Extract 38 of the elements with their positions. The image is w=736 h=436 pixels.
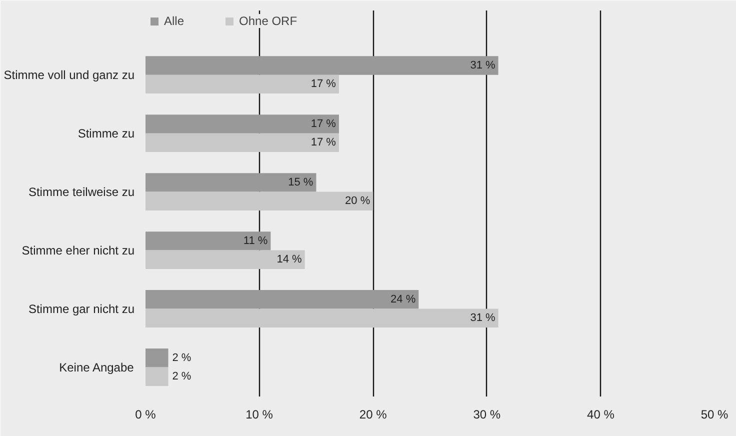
data-label: 31 % xyxy=(470,59,496,72)
bar xyxy=(146,308,498,328)
legend-label: Ohne ORF xyxy=(239,14,298,28)
bar xyxy=(146,290,419,309)
y-tick-label: Keine Angabe xyxy=(59,360,134,374)
data-label: 17 % xyxy=(310,118,336,130)
y-tick-label: Stimme zu xyxy=(78,126,135,140)
y-tick-label: Stimme gar nicht zu xyxy=(28,302,135,316)
y-tick-label: Stimme eher nicht zu xyxy=(22,243,135,258)
x-tick-label: 40 % xyxy=(587,408,615,422)
bar xyxy=(146,56,498,75)
bar xyxy=(146,74,339,94)
bar xyxy=(146,192,374,211)
x-tick-label: 50 % xyxy=(700,408,729,422)
bar xyxy=(146,133,339,152)
bar xyxy=(146,367,168,386)
x-tick-label: 10 % xyxy=(246,408,274,422)
bar xyxy=(146,114,339,134)
bar xyxy=(146,250,305,270)
data-label: 20 % xyxy=(345,195,370,208)
x-tick-label: 0 % xyxy=(135,408,156,422)
bar xyxy=(146,348,168,368)
data-label: 15 % xyxy=(288,176,314,188)
data-label: 11 % xyxy=(243,234,268,247)
y-tick-label: Stimme voll und ganz zu xyxy=(4,68,135,82)
data-label: 24 % xyxy=(390,293,416,306)
data-label: 31 % xyxy=(470,312,496,324)
y-tick-label: Stimme teilweise zu xyxy=(28,184,134,199)
legend-label: Alle xyxy=(164,14,184,28)
bar xyxy=(146,232,271,250)
data-label: 17 % xyxy=(310,78,336,90)
data-label: 2 % xyxy=(172,352,192,364)
data-label: 2 % xyxy=(172,370,192,383)
x-tick-label: 30 % xyxy=(473,408,501,422)
data-label: 17 % xyxy=(310,136,336,149)
x-tick-label: 20 % xyxy=(359,408,388,422)
bar xyxy=(146,173,316,192)
data-label: 14 % xyxy=(276,254,302,266)
